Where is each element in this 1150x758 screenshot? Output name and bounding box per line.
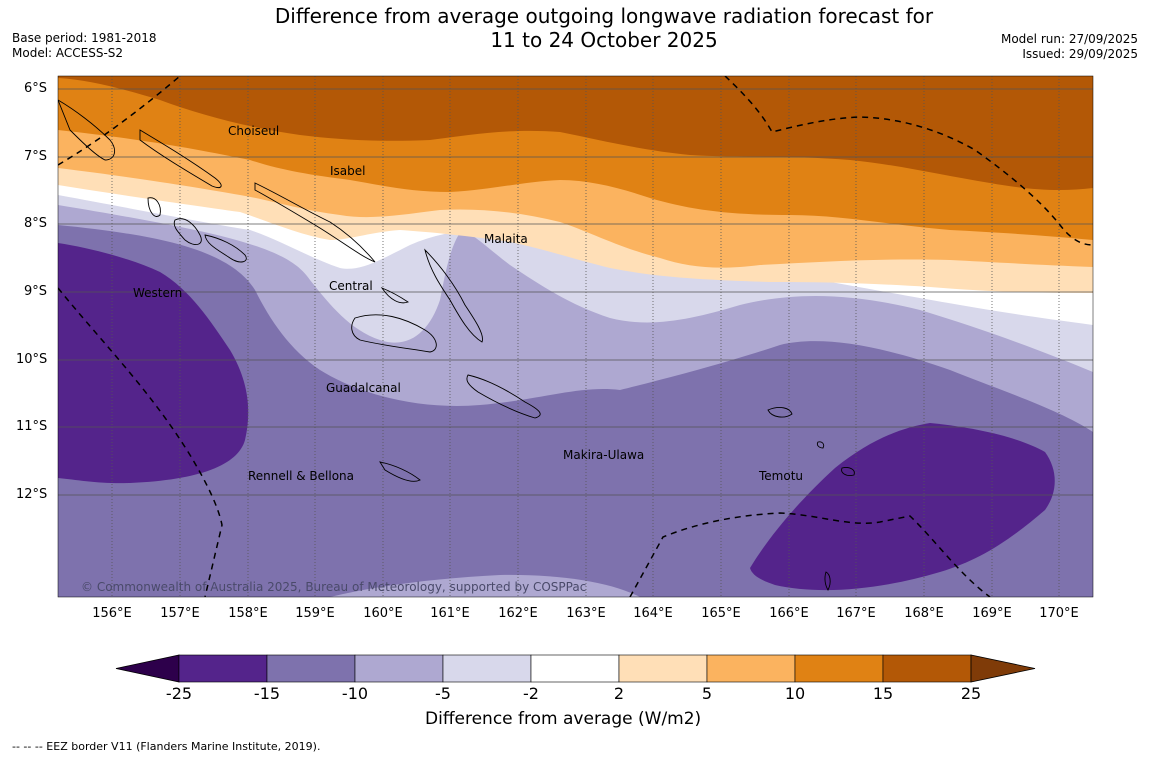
- island-malaita: [424, 248, 483, 343]
- lon-label: 157°E: [160, 606, 200, 621]
- title-line-1: Difference from average outgoing longwav…: [274, 4, 934, 28]
- place-label-temotu: Temotu: [759, 469, 804, 483]
- lat-label: 8°S: [24, 216, 48, 231]
- island-rennell: [379, 461, 421, 482]
- colorbar-tick: -25: [165, 684, 193, 703]
- fill-minus25-minus15-west: [58, 243, 249, 484]
- colorbar-tick: 2: [613, 684, 625, 703]
- place-label-malaita: Malaita: [484, 232, 528, 246]
- island-vella: [147, 197, 161, 217]
- colorbar-segment: [442, 654, 532, 683]
- lon-label: 161°E: [430, 606, 470, 621]
- island-florida: [380, 287, 409, 304]
- island-choiseul: [139, 129, 222, 189]
- colorbar-tick: -2: [523, 684, 539, 703]
- colorbar-segment: [178, 654, 268, 683]
- eez-legend: -- -- -- EEZ border V11 (Flanders Marine…: [12, 740, 321, 753]
- place-label-western: Western: [133, 286, 183, 300]
- lon-label: 159°E: [295, 606, 335, 621]
- colorbar-segment: [530, 654, 620, 683]
- lon-label: 160°E: [363, 606, 403, 621]
- lat-label: 12°S: [16, 487, 48, 502]
- island-santacruz: [767, 407, 793, 418]
- colorbar-tick: 10: [784, 684, 806, 703]
- model-run: Model run: 27/09/2025: [1000, 32, 1138, 46]
- latitude-lines: [58, 88, 1093, 496]
- island-newgeorgia: [173, 218, 202, 246]
- chart-title: Difference from average outgoing longwav…: [0, 4, 1150, 52]
- island-anuta: [824, 571, 831, 591]
- lon-label: 156°E: [92, 606, 132, 621]
- colorbar-under-arrow: [115, 654, 180, 683]
- lon-label: 169°E: [972, 606, 1012, 621]
- place-label-choiseul: Choiseul: [228, 124, 280, 138]
- colorbar-tick: 5: [701, 684, 713, 703]
- title-line-2: 11 to 24 October 2025: [490, 28, 718, 52]
- colorbar-segment: [882, 654, 972, 683]
- lat-label: 11°S: [16, 419, 48, 434]
- island-rendova: [204, 234, 247, 263]
- colorbar-segment: [354, 654, 444, 683]
- colorbar-over-arrow: [970, 654, 1036, 683]
- place-label-guadalcanal: Guadalcanal: [326, 381, 401, 395]
- lat-label: 7°S: [24, 149, 48, 164]
- lon-label: 168°E: [904, 606, 944, 621]
- lon-label: 165°E: [701, 606, 741, 621]
- lon-label: 164°E: [633, 606, 673, 621]
- colorbar-tick: -10: [341, 684, 369, 703]
- fill-minus10-minus5-south: [330, 574, 640, 597]
- colorbar-tick: 15: [872, 684, 894, 703]
- meta-left: Base period: 1981-2018 Model: ACCESS-S2: [12, 31, 157, 61]
- lat-label: 9°S: [24, 284, 48, 299]
- island-makira: [466, 374, 541, 419]
- colorbar: [115, 654, 1036, 683]
- place-label-rennell: Rennell & Bellona: [248, 469, 355, 483]
- model-name: Model: ACCESS-S2: [12, 46, 124, 60]
- coastlines: [58, 99, 855, 591]
- place-label-central: Central: [329, 279, 373, 293]
- island-tikopia: [816, 441, 825, 449]
- island-guadalcanal: [351, 314, 437, 353]
- colorbar-segment: [266, 654, 356, 683]
- colorbar-tick: 25: [960, 684, 982, 703]
- fill-15-25: [58, 76, 1093, 191]
- colorbar-tick: -15: [253, 684, 281, 703]
- lon-label: 158°E: [228, 606, 268, 621]
- copyright-notice: © Commonwealth of Australia 2025, Bureau…: [81, 580, 587, 594]
- lat-label: 6°S: [24, 81, 48, 96]
- colorbar-segment: [706, 654, 796, 683]
- lat-label: 10°S: [16, 352, 48, 367]
- colorbar-segment: [618, 654, 708, 683]
- island-bougainville: [58, 99, 116, 161]
- lon-label: 166°E: [769, 606, 809, 621]
- eez-borders: [58, 76, 1093, 597]
- lon-label: 163°E: [566, 606, 606, 621]
- fill-minus25-minus15-east: [750, 423, 1055, 591]
- place-label-isabel: Isabel: [330, 164, 366, 178]
- meta-right: Model run: 27/09/2025 Issued: 29/09/2025: [1001, 32, 1138, 62]
- base-period: Base period: 1981-2018: [12, 31, 157, 45]
- island-vanikoro: [841, 467, 855, 476]
- colorbar-segment: [794, 654, 884, 683]
- place-label-makira: Makira-Ulawa: [563, 448, 645, 462]
- lon-label: 170°E: [1039, 606, 1079, 621]
- colorbar-title: Difference from average (W/m2): [425, 709, 702, 729]
- island-isabel: [254, 182, 376, 263]
- colorbar-tick: -5: [435, 684, 451, 703]
- lon-label: 167°E: [836, 606, 876, 621]
- issued-date: Issued: 29/09/2025: [1022, 47, 1138, 61]
- lon-label: 162°E: [498, 606, 538, 621]
- map-frame: [57, 75, 1094, 598]
